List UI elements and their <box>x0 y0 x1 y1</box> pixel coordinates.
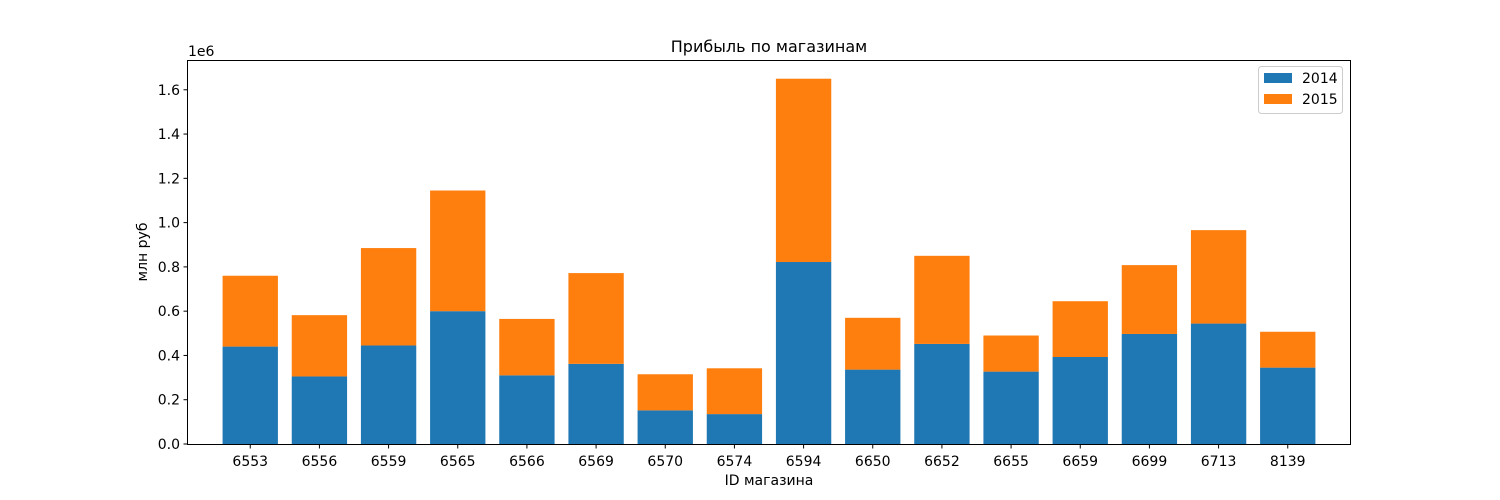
x-tick-label-6699: 6699 <box>1132 454 1168 470</box>
bar-2015-6566 <box>499 318 555 376</box>
x-tick-label-6655: 6655 <box>993 454 1029 470</box>
bar-2015-6569 <box>568 273 624 364</box>
bar-2014-6566 <box>499 375 555 444</box>
y-tick-label: 1.4 <box>158 127 180 143</box>
x-tick-label-6556: 6556 <box>302 454 338 470</box>
bar-2014-6569 <box>568 363 624 444</box>
bar-2014-6659 <box>1052 356 1108 444</box>
bar-2014-6559 <box>360 345 417 444</box>
y-tick-label: 0.8 <box>158 260 180 276</box>
bar-2015-8139 <box>1260 331 1316 368</box>
x-tick-label-6559: 6559 <box>371 454 407 470</box>
x-tick-label-6553: 6553 <box>232 454 268 470</box>
y-tick-label: 0.4 <box>158 348 180 364</box>
chart-title: Прибыль по магазинам <box>671 37 868 56</box>
x-tick-label-6659: 6659 <box>1062 454 1098 470</box>
x-tick-label-6713: 6713 <box>1201 454 1237 470</box>
bar-2015-6594 <box>775 78 832 263</box>
x-axis-label: ID магазина <box>725 473 814 489</box>
x-tick-label-6652: 6652 <box>924 454 960 470</box>
bar-2015-6650 <box>845 317 901 370</box>
bar-2015-6699 <box>1121 265 1178 334</box>
bar-2014-6699 <box>1121 333 1178 444</box>
bar-2014-6594 <box>775 262 832 444</box>
legend-swatch-2014 <box>1264 73 1292 83</box>
x-tick-label-6569: 6569 <box>578 454 614 470</box>
x-tick-label-8139: 8139 <box>1270 454 1306 470</box>
bar-2014-6655 <box>983 371 1039 444</box>
y-tick-label: 0.2 <box>158 393 180 409</box>
bar-2015-6659 <box>1052 301 1108 357</box>
x-tick-label-6565: 6565 <box>440 454 476 470</box>
y-tick-label: 0.6 <box>158 304 180 320</box>
bar-2015-6559 <box>360 248 417 346</box>
bar-2014-6713 <box>1190 323 1247 444</box>
y-tick-label: 0.0 <box>158 437 180 453</box>
y-tick-label: 1.2 <box>158 171 180 187</box>
x-tick-label-6570: 6570 <box>647 454 683 470</box>
x-tick-label-6650: 6650 <box>855 454 891 470</box>
x-tick-label-6566: 6566 <box>509 454 545 470</box>
bar-2015-6570 <box>637 374 693 411</box>
legend-label-2014: 2014 <box>1302 71 1338 87</box>
legend-label-2015: 2015 <box>1302 92 1338 108</box>
y-axis-label: млн руб <box>135 223 151 282</box>
plot-frame <box>187 60 1351 445</box>
bar-2015-6556 <box>291 315 348 377</box>
x-tick-label-6574: 6574 <box>717 454 753 470</box>
bars-layer <box>222 78 1316 444</box>
bar-2015-6553 <box>222 275 278 347</box>
bar-2014-6565 <box>430 311 486 444</box>
bar-2014-6650 <box>845 369 901 444</box>
bar-2015-6652 <box>914 255 970 344</box>
bar-2015-6655 <box>983 335 1039 372</box>
y-tick-label: 1.0 <box>158 216 180 232</box>
y-axis-offset-label: 1e6 <box>188 44 215 60</box>
legend-swatch-2015 <box>1264 94 1292 104</box>
bar-2014-6652 <box>914 343 970 444</box>
bar-2014-8139 <box>1260 367 1316 444</box>
bar-2014-6570 <box>637 410 693 444</box>
bar-2014-6556 <box>291 376 348 444</box>
x-tick-label-6594: 6594 <box>786 454 822 470</box>
bar-2014-6553 <box>222 346 278 444</box>
y-tick-label: 1.6 <box>158 83 180 99</box>
bar-2015-6565 <box>430 190 486 312</box>
legend: 2014 2015 <box>1258 66 1343 114</box>
x-axis: 6553 6556 6559 6565 6566 6569 6570 6574 6594 6650… <box>232 444 1306 470</box>
bar-2015-6574 <box>706 368 763 415</box>
y-axis: 0.0 0.2 0.4 0.6 0.8 1.0 1.2 1.4 1.6 <box>158 83 188 453</box>
bar-2015-6713 <box>1190 230 1247 324</box>
bar-2014-6574 <box>706 414 763 444</box>
